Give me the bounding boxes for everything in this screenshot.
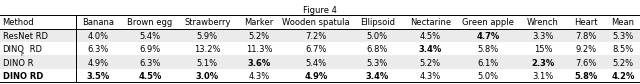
Text: 6.3%: 6.3% [88,45,109,54]
Text: 9.2%: 9.2% [575,45,597,54]
Text: 15%: 15% [534,45,552,54]
Text: Banana: Banana [82,18,114,27]
Text: 6.7%: 6.7% [305,45,327,54]
Text: Strawberry: Strawberry [184,18,230,27]
Text: Ellipsoid: Ellipsoid [360,18,395,27]
Text: 5.4%: 5.4% [139,32,161,41]
Text: Figure 4: Figure 4 [303,6,337,15]
Text: 7.6%: 7.6% [575,58,597,68]
Text: Method: Method [3,18,34,27]
Text: 5.8%: 5.8% [575,72,598,81]
Text: 3.6%: 3.6% [247,58,271,68]
Text: 3.5%: 3.5% [86,72,110,81]
Text: Brown egg: Brown egg [127,18,172,27]
Text: 4.5%: 4.5% [138,72,161,81]
Text: 6.1%: 6.1% [477,58,499,68]
Text: 3.3%: 3.3% [532,32,554,41]
Text: 5.0%: 5.0% [367,32,388,41]
Text: Nectarine: Nectarine [410,18,451,27]
Text: 4.3%: 4.3% [420,72,441,81]
Bar [0,55,640,69]
Bar [0,29,640,42]
Text: 3.4%: 3.4% [365,72,389,81]
Text: 5.0%: 5.0% [477,72,499,81]
Text: 5.8%: 5.8% [477,45,499,54]
Text: 11.3%: 11.3% [246,45,272,54]
Text: 4.5%: 4.5% [420,32,441,41]
Text: 4.2%: 4.2% [611,72,635,81]
Text: 5.4%: 5.4% [305,58,327,68]
Bar [0,15,640,29]
Text: 5.3%: 5.3% [612,32,634,41]
Text: 4.9%: 4.9% [88,58,109,68]
Text: 8.5%: 8.5% [612,45,634,54]
Text: Wooden spatula: Wooden spatula [282,18,350,27]
Text: 5.3%: 5.3% [367,58,388,68]
Text: DINO RD: DINO RD [3,72,43,81]
Text: 6.3%: 6.3% [139,58,161,68]
Text: Mean: Mean [612,18,634,27]
Text: 3.0%: 3.0% [196,72,219,81]
Text: ResNet RD: ResNet RD [3,32,47,41]
Text: 4.0%: 4.0% [88,32,109,41]
Text: 4.9%: 4.9% [305,72,328,81]
Text: F: F [20,52,24,57]
Text: 4.3%: 4.3% [248,72,269,81]
Text: Heart: Heart [575,18,598,27]
Text: DINO R: DINO R [3,58,33,68]
Text: 7.2%: 7.2% [305,32,327,41]
Text: 5.2%: 5.2% [248,32,269,41]
Text: 6.9%: 6.9% [139,45,161,54]
Text: DINO: DINO [3,45,24,54]
Text: 4.7%: 4.7% [477,32,500,41]
Text: Green apple: Green apple [462,18,515,27]
Text: RD: RD [27,45,42,54]
Text: 3.4%: 3.4% [419,45,442,54]
Text: 6.8%: 6.8% [367,45,388,54]
Text: 5.2%: 5.2% [420,58,441,68]
Text: 5.1%: 5.1% [196,58,218,68]
Bar [0,42,640,55]
Text: 13.2%: 13.2% [194,45,221,54]
Text: Wrench: Wrench [527,18,559,27]
Text: 5.2%: 5.2% [612,58,634,68]
Text: 5.9%: 5.9% [196,32,218,41]
Text: 3.1%: 3.1% [532,72,554,81]
Text: Marker: Marker [244,18,273,27]
Text: 2.3%: 2.3% [531,58,555,68]
Text: 7.8%: 7.8% [575,32,597,41]
Bar [0,69,640,82]
